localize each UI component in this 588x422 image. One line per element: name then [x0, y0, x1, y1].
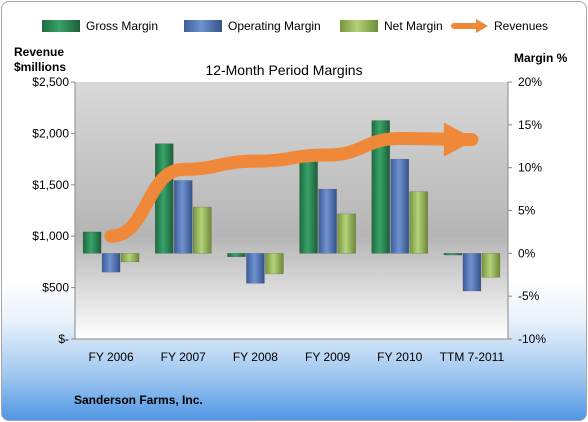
revenue-line-arrowhead [443, 122, 476, 157]
left-tick-label: $2,000 [32, 126, 69, 140]
legend-label: Gross Margin [86, 19, 158, 33]
left-tick-label: $1,000 [32, 229, 69, 243]
left-axis-label-line2: $millions [14, 60, 66, 74]
x-tick-label: FY 2010 [377, 350, 422, 364]
legend-swatch [184, 20, 222, 32]
company-name: Sanderson Farms, Inc. [74, 393, 203, 407]
bar-gross-margin [82, 231, 102, 254]
right-tick-label: 20% [518, 75, 542, 89]
bar-gross-margin [227, 253, 246, 258]
right-axis-label: Margin % [514, 51, 568, 65]
legend-label: Operating Margin [228, 19, 321, 33]
left-tick-label: $500 [42, 281, 69, 295]
x-axis: FY 2006 FY 2007 FY 2008 FY 2009 FY 2010 TTM 7… [75, 338, 508, 364]
bar-net-margin [120, 253, 140, 263]
chart-title: 12-Month Period Margins [205, 62, 362, 78]
bar-net-margin [481, 253, 501, 278]
legend-label: Revenues [494, 19, 548, 33]
x-tick-label: FY 2007 [161, 350, 206, 364]
legend-swatch [340, 20, 378, 32]
bar-operating-margin [174, 180, 193, 254]
legend: Gross Margin Operating Margin Net Margin Re… [42, 19, 548, 33]
bar-gross-margin [371, 120, 390, 254]
right-tick-label: 0% [518, 246, 536, 260]
legend-label: Net Margin [384, 19, 443, 33]
right-tick-label: 5% [518, 204, 536, 218]
bar-net-margin [337, 213, 356, 254]
revenue-line [104, 132, 479, 243]
bar-gross-margin [155, 143, 174, 254]
right-axis: -10% -5% 0% 5% 10% 15% 20% [507, 75, 546, 346]
x-tick-label: TTM 7-2011 [440, 350, 505, 364]
right-tick-label: 15% [518, 118, 542, 132]
bar-operating-margin [101, 253, 121, 273]
right-tick-label: -5% [518, 289, 540, 303]
right-tick-label: 10% [518, 161, 542, 175]
left-axis: $- $500 $1,000 $1,500 $2,000 $2,500 [32, 75, 76, 346]
right-tick-label: -10% [518, 332, 546, 346]
left-tick-label: $- [58, 332, 69, 346]
bar-net-margin [409, 191, 428, 254]
bar-operating-margin [318, 188, 337, 254]
x-tick-label: FY 2006 [89, 350, 134, 364]
bar-net-margin [265, 253, 284, 275]
legend-swatch [42, 20, 80, 32]
bar-operating-margin [390, 158, 409, 254]
x-tick-label: FY 2008 [233, 350, 278, 364]
bar-gross-margin [443, 253, 463, 256]
left-tick-label: $2,500 [32, 75, 69, 89]
bar-operating-margin [246, 253, 265, 284]
bar-net-margin [193, 206, 212, 254]
x-tick-label: FY 2009 [305, 350, 350, 364]
left-axis-label-line1: Revenue [14, 45, 64, 59]
bar-gross-margin [299, 157, 318, 254]
legend-swatch-arrowhead [476, 19, 488, 33]
left-tick-label: $1,500 [32, 178, 69, 192]
revenue-line-layer [104, 122, 479, 243]
bar-operating-margin [462, 253, 482, 292]
